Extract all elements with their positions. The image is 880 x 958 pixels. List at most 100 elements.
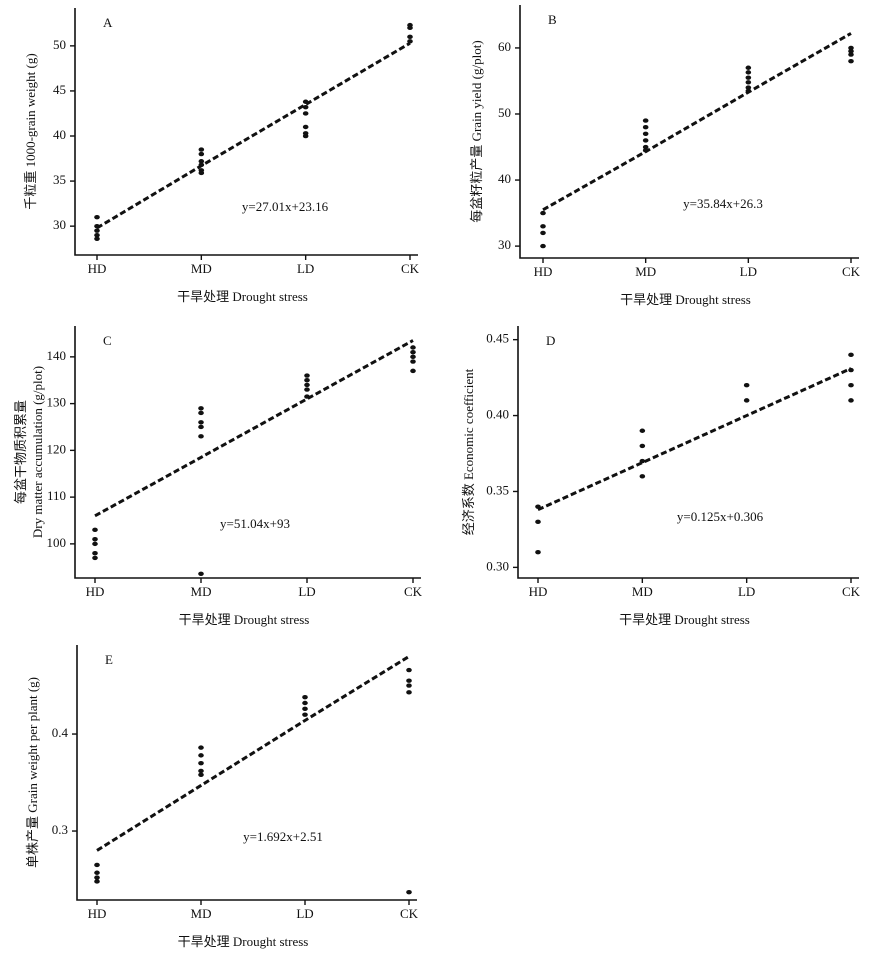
point — [639, 474, 646, 479]
point — [540, 230, 546, 236]
x-tick-label: HD — [86, 584, 105, 599]
point — [92, 541, 98, 547]
x-tick-label: CK — [842, 264, 861, 279]
point — [304, 382, 310, 388]
point — [94, 875, 100, 880]
point — [745, 70, 752, 75]
point — [642, 144, 649, 150]
x-tick-label: MD — [635, 264, 656, 279]
point — [639, 458, 646, 464]
point — [198, 420, 204, 425]
point — [406, 678, 412, 683]
point — [848, 45, 854, 51]
point — [406, 667, 412, 673]
point — [407, 34, 413, 40]
axis — [74, 326, 421, 579]
y-tick-label: 50 — [53, 37, 66, 52]
point — [198, 147, 205, 152]
y-axis-label: 单株产量 Grain weight per plant (g) — [25, 677, 40, 868]
point — [302, 124, 309, 130]
point — [302, 694, 308, 700]
point — [848, 352, 854, 358]
x-tick-label: MD — [191, 906, 212, 921]
point — [304, 387, 310, 392]
point — [302, 111, 309, 116]
point — [406, 889, 412, 895]
x-tick-label: CK — [401, 261, 420, 276]
point — [198, 768, 204, 774]
y-tick-label: 0.45 — [486, 331, 509, 346]
point — [302, 706, 308, 712]
y-axis-label: 经济系数 Economic coefficient — [461, 368, 476, 535]
point — [92, 536, 98, 542]
y-tick-label: 0.40 — [486, 407, 509, 422]
point — [407, 39, 413, 44]
point — [848, 383, 854, 388]
x-tick-label: HD — [529, 584, 548, 599]
point — [743, 398, 750, 403]
y-axis-label: 每盆籽粒产量 Grain yield (g/plot) — [469, 40, 484, 222]
point — [848, 52, 854, 57]
point — [848, 49, 854, 54]
point — [302, 133, 309, 139]
point — [304, 373, 310, 378]
x-tick-label: HD — [88, 261, 107, 276]
point — [94, 236, 100, 241]
point — [302, 712, 308, 717]
y-axis-label: Dry matter accumulation (g/plot) — [30, 366, 45, 538]
axis — [76, 645, 417, 901]
point — [745, 75, 752, 80]
x-axis-label: 干旱处理 Drought stress — [619, 612, 750, 627]
y-axis-label: 千粒重 1000-grain weight (g) — [23, 53, 38, 209]
y-axis-label: 每盆干物质积累量 — [13, 400, 28, 504]
x-tick-label: LD — [297, 261, 314, 276]
equation: y=1.692x+2.51 — [243, 829, 323, 844]
x-axis-label: 干旱处理 Drought stress — [178, 934, 309, 949]
x-tick-label: CK — [400, 906, 419, 921]
point — [198, 406, 204, 411]
x-axis-label: 干旱处理 Drought stress — [179, 612, 310, 627]
y-tick-label: 30 — [498, 237, 511, 252]
point — [94, 232, 100, 238]
point — [745, 85, 752, 90]
point — [92, 555, 98, 561]
point — [410, 368, 416, 374]
y-tick-label: 45 — [53, 82, 66, 97]
y-tick-label: 40 — [53, 127, 66, 142]
point — [198, 170, 205, 176]
panel-label: C — [103, 333, 112, 348]
x-tick-label: LD — [298, 584, 315, 599]
point — [642, 125, 649, 130]
point — [94, 214, 100, 220]
point — [94, 879, 100, 884]
equation: y=27.01x+23.16 — [242, 199, 329, 214]
x-axis-label: 干旱处理 Drought stress — [177, 289, 308, 304]
equation: y=51.04x+93 — [220, 516, 290, 531]
point — [198, 760, 204, 766]
x-tick-label: LD — [738, 584, 755, 599]
point — [642, 131, 649, 137]
point — [407, 25, 413, 31]
trend-line — [542, 32, 852, 212]
y-tick-label: 0.30 — [486, 558, 509, 573]
point — [410, 345, 416, 350]
y-tick-label: 130 — [47, 395, 67, 410]
point — [198, 151, 205, 157]
trend-line — [94, 339, 414, 518]
point — [535, 504, 541, 509]
equation: y=0.125x+0.306 — [677, 509, 764, 524]
point — [540, 224, 546, 229]
axis — [517, 326, 859, 579]
panel-label: B — [548, 12, 557, 27]
point — [410, 349, 416, 355]
x-tick-label: CK — [404, 584, 423, 599]
trend-line — [96, 655, 410, 852]
x-tick-label: MD — [632, 584, 653, 599]
point — [304, 378, 310, 383]
axis — [519, 5, 859, 259]
y-tick-label: 140 — [47, 348, 67, 363]
point — [198, 424, 204, 430]
point — [94, 228, 100, 233]
point — [198, 753, 204, 758]
